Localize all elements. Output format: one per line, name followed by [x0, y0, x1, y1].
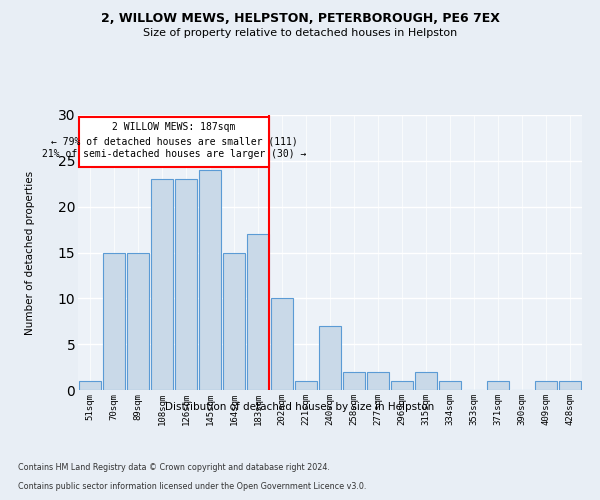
Text: 21% of semi-detached houses are larger (30) →: 21% of semi-detached houses are larger (… — [42, 149, 306, 159]
Bar — [295, 381, 317, 390]
Text: Contains public sector information licensed under the Open Government Licence v3: Contains public sector information licen… — [18, 482, 367, 491]
Bar — [151, 179, 173, 390]
Bar — [367, 372, 389, 390]
Bar — [487, 381, 509, 390]
Bar — [127, 252, 149, 390]
Bar — [103, 252, 125, 390]
Y-axis label: Number of detached properties: Number of detached properties — [25, 170, 35, 334]
FancyBboxPatch shape — [79, 117, 269, 167]
Bar — [415, 372, 437, 390]
Bar — [439, 381, 461, 390]
Bar — [535, 381, 557, 390]
Bar — [343, 372, 365, 390]
Text: ← 79% of detached houses are smaller (111): ← 79% of detached houses are smaller (11… — [50, 136, 298, 146]
Text: Distribution of detached houses by size in Helpston: Distribution of detached houses by size … — [166, 402, 434, 412]
Bar — [319, 326, 341, 390]
Bar — [271, 298, 293, 390]
Bar — [391, 381, 413, 390]
Text: 2, WILLOW MEWS, HELPSTON, PETERBOROUGH, PE6 7EX: 2, WILLOW MEWS, HELPSTON, PETERBOROUGH, … — [101, 12, 499, 26]
Bar — [559, 381, 581, 390]
Bar — [199, 170, 221, 390]
Text: 2 WILLOW MEWS: 187sqm: 2 WILLOW MEWS: 187sqm — [112, 122, 236, 132]
Text: Size of property relative to detached houses in Helpston: Size of property relative to detached ho… — [143, 28, 457, 38]
Bar — [79, 381, 101, 390]
Bar — [175, 179, 197, 390]
Bar — [247, 234, 269, 390]
Bar — [223, 252, 245, 390]
Text: Contains HM Land Registry data © Crown copyright and database right 2024.: Contains HM Land Registry data © Crown c… — [18, 464, 330, 472]
